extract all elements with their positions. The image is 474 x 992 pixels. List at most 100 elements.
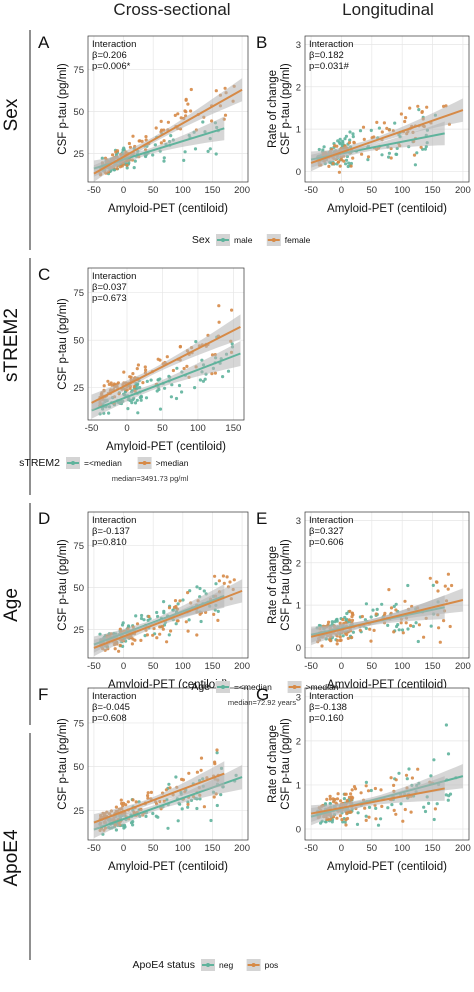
data-point-median xyxy=(118,643,122,648)
data-point-median xyxy=(406,627,410,631)
data-point-median xyxy=(139,638,143,643)
data-point-median xyxy=(335,638,339,643)
interaction-annotation: p=0.160 xyxy=(309,713,344,724)
data-point-male xyxy=(351,132,355,136)
data-point-male xyxy=(182,158,186,162)
data-point-pos xyxy=(213,760,217,764)
data-point-male xyxy=(151,153,155,157)
data-point-median xyxy=(128,375,132,379)
data-point-median xyxy=(158,632,162,636)
x-tick-label: 50 xyxy=(148,185,159,196)
data-point-pos xyxy=(336,792,340,796)
plot-frame xyxy=(87,267,245,421)
x-tick-label: -50 xyxy=(304,185,318,196)
data-point-median xyxy=(117,649,121,653)
data-point-median xyxy=(217,304,221,308)
data-point-female xyxy=(408,106,412,110)
x-tick-label: 200 xyxy=(455,185,471,196)
data-point-female xyxy=(159,119,163,123)
y-tick-label: 75 xyxy=(73,65,84,76)
data-point-median xyxy=(149,378,153,382)
data-point-male xyxy=(348,138,352,142)
y-tick-label: 50 xyxy=(73,762,84,773)
data-point-median xyxy=(193,386,197,390)
x-tick-label: 150 xyxy=(205,843,221,854)
data-point-female xyxy=(327,164,331,168)
data-point-median xyxy=(113,647,117,651)
data-point-median xyxy=(392,630,396,634)
data-point-median xyxy=(225,575,229,579)
data-point-pos xyxy=(146,794,150,798)
data-point-median xyxy=(345,611,349,616)
interaction-annotation: Interaction xyxy=(309,39,353,50)
y-axis-label: CSF p-tau (pg/ml) xyxy=(57,298,69,390)
data-point-median xyxy=(133,638,137,642)
data-point-median xyxy=(158,407,163,411)
data-point-median xyxy=(228,580,232,584)
data-point-median xyxy=(434,580,439,584)
data-point-median xyxy=(383,611,387,616)
regression-line-female xyxy=(310,109,464,164)
data-point-male xyxy=(377,126,381,130)
data-point-median xyxy=(443,584,447,588)
data-point-pos xyxy=(348,810,352,814)
y-tick-label: 0 xyxy=(296,824,301,835)
data-point-female xyxy=(349,164,353,168)
data-point-median xyxy=(145,633,149,637)
regression-line-median xyxy=(310,599,464,638)
panel-letter: D xyxy=(38,509,50,528)
data-point-median xyxy=(155,610,159,615)
data-point-median xyxy=(198,612,202,616)
data-point-male xyxy=(387,155,391,159)
data-point-median xyxy=(448,624,452,629)
data-point-female xyxy=(412,153,417,157)
data-point-median xyxy=(186,629,190,633)
data-point-female xyxy=(372,135,376,139)
data-point-median xyxy=(431,583,435,588)
data-point-pos xyxy=(331,797,335,801)
data-point-female xyxy=(159,141,163,145)
data-point-median xyxy=(177,383,182,388)
legend-title: Age xyxy=(191,681,210,693)
data-point-pos xyxy=(215,748,219,752)
interaction-annotation: Interaction xyxy=(92,691,136,702)
data-point-median xyxy=(143,365,147,369)
data-point-median xyxy=(151,633,155,637)
data-point-male xyxy=(347,161,351,165)
x-tick-label: 0 xyxy=(339,843,344,854)
data-point-median xyxy=(364,602,368,606)
legend-label: =<median xyxy=(84,458,122,468)
x-tick-label: 150 xyxy=(205,185,221,196)
data-point-neg xyxy=(405,777,409,781)
data-point-median xyxy=(136,363,140,367)
data-point-median xyxy=(135,367,139,371)
interaction-annotation: β=0.037 xyxy=(92,282,127,293)
data-point-median xyxy=(221,574,225,578)
data-point-female xyxy=(380,130,384,134)
data-point-pos xyxy=(394,778,398,782)
x-tick-label: 200 xyxy=(234,661,250,672)
data-point-median xyxy=(158,625,162,629)
regression-line-median xyxy=(93,589,243,649)
confidence-band xyxy=(93,116,225,177)
data-point-pos xyxy=(121,804,125,808)
y-axis-label: Rate of change xyxy=(267,546,279,624)
data-point-neg xyxy=(432,817,436,822)
x-tick-label: 100 xyxy=(190,423,206,434)
x-tick-label: 100 xyxy=(394,185,410,196)
data-point-median xyxy=(212,612,216,617)
data-point-female xyxy=(128,145,132,149)
data-point-female xyxy=(127,141,131,146)
data-point-median xyxy=(374,612,378,616)
interaction-annotation: Interaction xyxy=(92,515,136,526)
data-point-female xyxy=(154,126,158,130)
legend-strem2: sTREM2 =<median >median median=3491.73 pg/m… xyxy=(19,457,189,483)
confidence-band xyxy=(311,588,463,646)
data-point-median xyxy=(389,606,394,610)
data-point-pos xyxy=(394,812,398,816)
legend-age: Age =<median >median median=72.92 years xyxy=(191,681,339,707)
y-tick-label: 25 xyxy=(73,625,84,636)
data-point-pos xyxy=(364,818,368,823)
